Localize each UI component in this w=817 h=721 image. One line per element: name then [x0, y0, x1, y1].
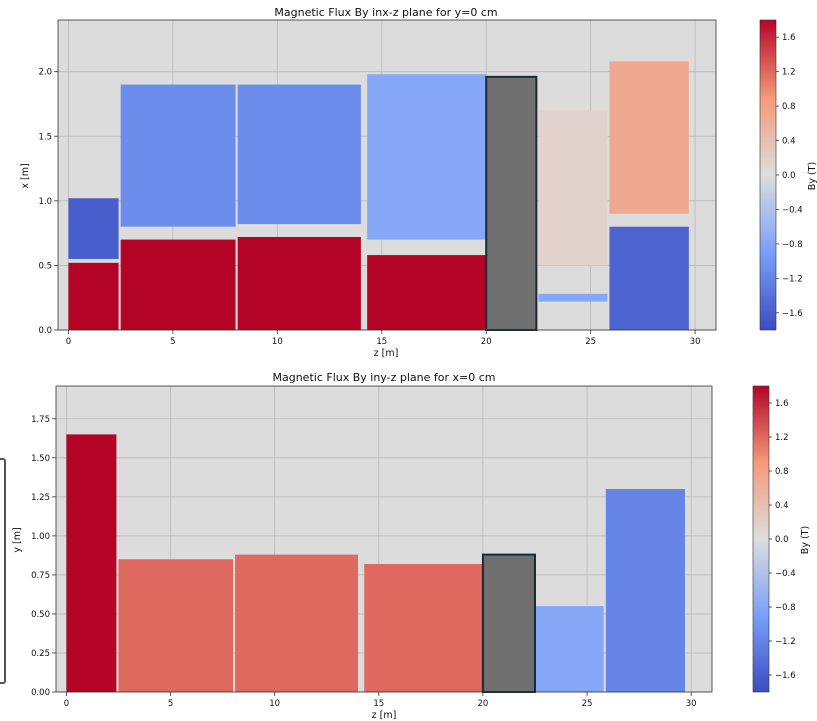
- plot-xz-xlabel: z [m]: [374, 348, 399, 359]
- colorbar-tick-label: 1.6: [775, 399, 789, 409]
- x-tick-label: 15: [373, 699, 384, 709]
- x-tick-label: 25: [582, 699, 593, 709]
- plot-yz-colorbar-label: By (T): [800, 526, 811, 554]
- flux-region: [68, 262, 119, 330]
- colorbar-tick-label: −0.8: [782, 240, 803, 250]
- flux-region: [605, 489, 685, 692]
- x-tick-label: 25: [585, 337, 596, 347]
- colorbar-tick-label: −0.8: [775, 603, 796, 613]
- iron-block: [481, 553, 536, 693]
- plot-xz-colorbar-ticks: −1.6 −1.2 −0.8 −0.4 0.0 0.4 0.8 1.2 1.6: [776, 33, 803, 319]
- plot-xz-colorbar: [759, 19, 777, 331]
- colorbar-tick-label: −1.2: [775, 637, 796, 647]
- plot-yz-colorbar: [752, 385, 770, 693]
- colorbar-tick-label: −1.6: [782, 309, 803, 319]
- plot-xz-regions: [68, 61, 689, 330]
- y-tick-label: 0.75: [31, 571, 50, 581]
- plot-yz-xticks: 0 5 10 15 20 25 30: [64, 692, 697, 709]
- colorbar-tick-label: −1.2: [782, 274, 803, 284]
- flux-region: [66, 434, 117, 692]
- plot-yz-regions: [66, 434, 685, 692]
- flux-region: [120, 84, 236, 227]
- flux-region: [235, 554, 358, 692]
- plot-yz-iron-block: [481, 553, 536, 693]
- x-tick-label: 0: [64, 699, 69, 709]
- flux-region: [367, 74, 487, 240]
- x-tick-label: 20: [478, 699, 489, 709]
- flux-region: [367, 255, 487, 330]
- plot-xz: Magnetic Flux By inx-z plane for y=0 cm …: [20, 6, 817, 359]
- colorbar-tick-label: −0.4: [782, 205, 803, 215]
- window-edge-frame: [0, 458, 6, 684]
- y-tick-label: 1.50: [31, 454, 50, 464]
- x-tick-label: 10: [269, 699, 280, 709]
- x-tick-label: 15: [376, 337, 387, 347]
- flux-region: [364, 563, 483, 692]
- plot-yz-xlabel: z [m]: [372, 710, 397, 721]
- colorbar-tick-label: 0.8: [775, 467, 789, 477]
- iron-block: [485, 75, 538, 332]
- plot-yz: Magnetic Flux By iny-z plane for x=0 cm …: [12, 371, 811, 721]
- colorbar-tick-label: 1.2: [782, 68, 796, 78]
- plot-yz-frame: [55, 385, 713, 693]
- colorbar-tick-label: 0.8: [782, 102, 796, 112]
- colorbar-tick-label: 0.4: [782, 137, 796, 147]
- y-tick-label: 0.50: [31, 610, 50, 620]
- x-tick-label: 5: [168, 699, 173, 709]
- x-tick-label: 0: [66, 337, 71, 347]
- plot-yz-yticks: 0.00 0.25 0.50 0.75 1.00 1.25 1.50 1.75: [31, 415, 56, 698]
- flux-region: [237, 84, 361, 225]
- y-tick-label: 1.00: [31, 532, 50, 542]
- y-tick-label: 0.25: [31, 649, 50, 659]
- y-tick-label: 1.5: [38, 132, 52, 142]
- x-tick-label: 5: [170, 337, 175, 347]
- flux-region: [68, 198, 119, 259]
- x-tick-label: 10: [272, 337, 283, 347]
- y-tick-label: 2.0: [38, 68, 52, 78]
- colorbar-tick-label: 1.6: [782, 33, 796, 43]
- flux-region: [534, 606, 604, 692]
- colorbar-tick-label: −0.4: [775, 569, 796, 579]
- plot-yz-ylabel: y [m]: [12, 527, 23, 552]
- plot-yz-title: Magnetic Flux By iny-z plane for x=0 cm: [273, 371, 496, 384]
- y-tick-label: 0.0: [38, 326, 52, 336]
- flux-region: [120, 239, 236, 330]
- plot-xz-xticks: 0 5 10 15 20 25 30: [66, 330, 701, 347]
- colorbar-tick-label: 0.0: [782, 171, 796, 181]
- plot-xz-iron-block: [485, 75, 538, 332]
- plot-xz-title: Magnetic Flux By inx-z plane for y=0 cm: [274, 6, 497, 19]
- colorbar-tick-label: 0.0: [775, 535, 789, 545]
- y-tick-label: 1.0: [38, 197, 52, 207]
- plot-xz-frame: [57, 19, 717, 331]
- y-tick-label: 1.75: [31, 415, 50, 425]
- flux-region: [118, 559, 234, 692]
- plot-xz-ylabel: x [m]: [20, 163, 31, 188]
- flux-region: [237, 237, 361, 330]
- y-tick-label: 0.00: [31, 688, 50, 698]
- plot-xz-colorbar-label: By (T): [807, 162, 817, 190]
- colorbar-tick-label: 0.4: [775, 501, 789, 511]
- y-tick-label: 0.5: [38, 261, 52, 271]
- flux-region: [609, 61, 689, 214]
- x-tick-label: 30: [686, 699, 697, 709]
- plot-yz-colorbar-ticks: −1.6 −1.2 −0.8 −0.4 0.0 0.4 0.8 1.2 1.6: [769, 399, 796, 681]
- flux-region: [609, 226, 689, 330]
- plot-xz-yticks: 0.0 0.5 1.0 1.5 2.0: [38, 68, 58, 336]
- y-tick-label: 1.25: [31, 493, 50, 503]
- colorbar-tick-label: 1.2: [775, 433, 789, 443]
- x-tick-label: 20: [481, 337, 492, 347]
- flux-region: [538, 293, 608, 302]
- x-tick-label: 30: [690, 337, 701, 347]
- flux-region: [538, 110, 608, 266]
- colorbar-tick-label: −1.6: [775, 671, 796, 681]
